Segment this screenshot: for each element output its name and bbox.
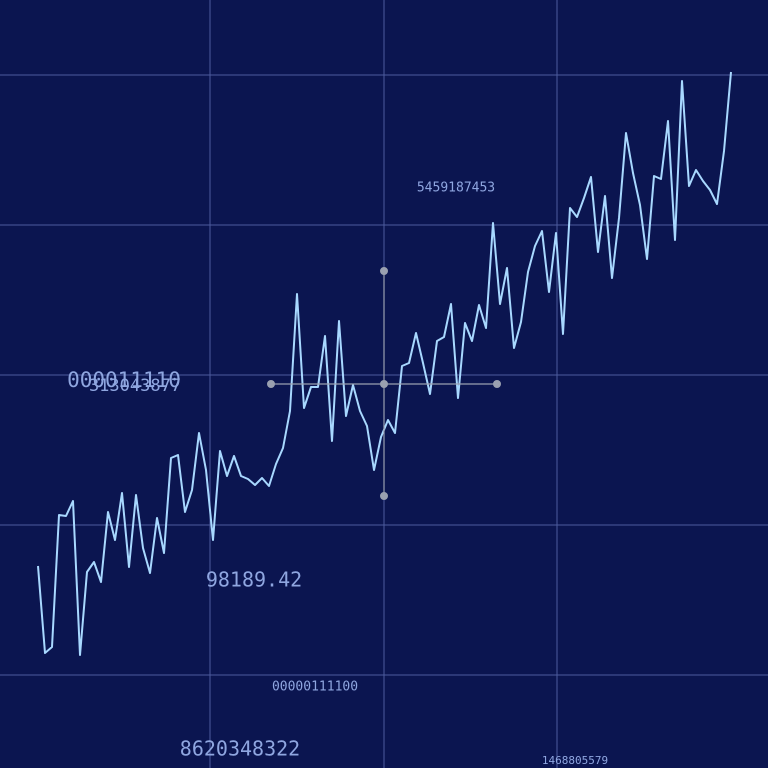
crosshair [267,267,501,500]
handle [493,380,501,388]
annotation: 8620348322 [180,737,300,761]
annotation: 98189.42 [206,568,302,592]
annotation: 1468805579 [542,754,608,767]
annotation: 000011110 [67,368,181,392]
handle [380,267,388,275]
annotation: 00000111100 [272,680,358,695]
handle [380,380,388,388]
annotation: 5459187453 [417,181,495,196]
annotation: 313043877 [89,376,181,396]
handle [267,380,275,388]
handle [380,492,388,500]
